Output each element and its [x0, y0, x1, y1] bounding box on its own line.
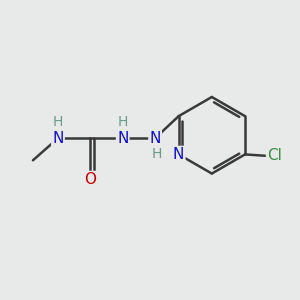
Text: H: H	[152, 147, 162, 161]
Text: N: N	[173, 147, 184, 162]
Text: N: N	[117, 131, 128, 146]
Text: H: H	[118, 115, 128, 129]
Text: N: N	[149, 131, 161, 146]
Text: H: H	[53, 115, 63, 129]
Text: N: N	[52, 131, 64, 146]
Text: Cl: Cl	[267, 148, 282, 164]
Text: O: O	[84, 172, 96, 187]
